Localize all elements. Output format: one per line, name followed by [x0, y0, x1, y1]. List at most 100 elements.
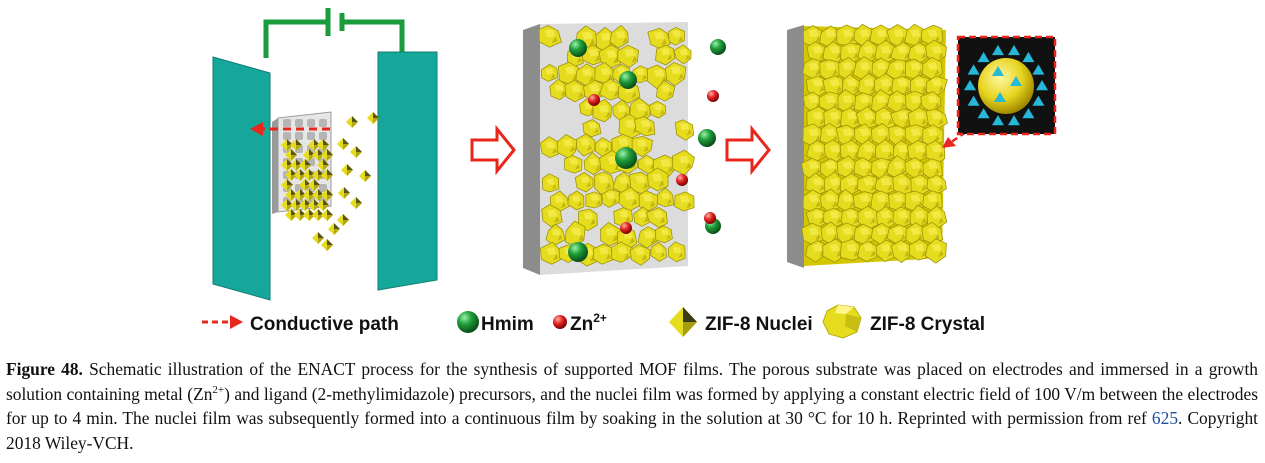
crystal-block: [629, 244, 651, 266]
figure-caption: Figure 48. Schematic illustration of the…: [6, 357, 1258, 455]
legend-conductive-path: Conductive path: [202, 314, 399, 335]
legend-hmim-label: Hmim: [481, 314, 534, 335]
legend-zn-label: Zn: [570, 314, 593, 335]
crystal-block: [668, 26, 685, 46]
crystal-block: [583, 152, 603, 176]
nucleus-octahedron: [312, 232, 324, 244]
crystal-block: [539, 241, 562, 265]
circuit-wire: [263, 19, 405, 58]
nucleus-octahedron: [337, 138, 349, 150]
crystal-block: [599, 78, 623, 101]
crystal-block: [655, 80, 676, 102]
nucleus-octahedron: [350, 197, 362, 209]
substrate-side-3: [787, 25, 804, 268]
nucleus-octahedron: [317, 199, 329, 211]
panel-electrodes: [212, 8, 438, 301]
free-nuclei: [312, 112, 379, 251]
zn-sphere: [707, 90, 719, 102]
hmim-sphere-icon: [457, 311, 479, 333]
crystal-block: [585, 191, 602, 209]
crystal-block: [567, 190, 585, 211]
crystal-block: [664, 61, 687, 87]
crystal-block: [875, 139, 895, 162]
continuous-crystals: [800, 23, 948, 264]
crystal-block: [655, 225, 673, 244]
crystal-block: [920, 91, 942, 113]
crystal-block: [853, 157, 875, 179]
nucleus-octahedron: [290, 139, 302, 151]
nucleus-octahedron: [299, 159, 311, 171]
nucleus-octahedron: [317, 159, 329, 171]
crystal-block: [921, 24, 943, 47]
legend-crystal-label: ZIF-8 Crystal: [870, 314, 985, 335]
crystal-block: [667, 241, 686, 263]
crystal-block: [645, 207, 668, 228]
process-arrow-2: [725, 124, 771, 176]
caption-text-2: ) and ligand (2-methylimidazole) precurs…: [6, 383, 1258, 429]
crystal-block: [638, 154, 658, 175]
crystal-block: [538, 25, 562, 48]
crystal-block: [648, 100, 666, 119]
legend-zn-charge: 2+: [593, 311, 607, 325]
inset-magnified: [956, 35, 1057, 136]
nuclei-octahedron-icon: [669, 307, 697, 337]
crystal-block: [886, 90, 909, 115]
crystal-block: [839, 238, 862, 261]
nucleus-octahedron: [359, 170, 371, 182]
nucleus-octahedron: [346, 116, 358, 128]
crystal-block: [907, 107, 932, 131]
nuclei-crystals: [538, 24, 695, 267]
nucleus-octahedron: [341, 164, 353, 176]
crystal-block: [629, 97, 651, 123]
crystal-block: [886, 59, 910, 81]
caption-text-3: . Copyright 2018 Wiley-VCH.: [6, 408, 1258, 453]
crystal-block: [802, 25, 823, 48]
crystal-sphere: [978, 58, 1034, 114]
crystal-block: [609, 24, 629, 49]
crystal-block: [875, 239, 896, 263]
caption-ref-link[interactable]: 625: [1151, 408, 1179, 428]
zn-sphere: [620, 222, 632, 234]
caption-sup: 2+: [212, 383, 225, 396]
process-arrow-1: [470, 124, 516, 176]
left-electrode: [212, 56, 271, 301]
crystal-block: [890, 108, 913, 129]
crystal-block: [541, 173, 560, 193]
nucleus-octahedron: [321, 209, 333, 221]
panel-nuclei-film: [523, 22, 726, 275]
nucleus-octahedron: [312, 169, 324, 181]
right-electrode: [377, 51, 438, 291]
hmim-sphere: [619, 71, 637, 89]
hmim-sphere: [568, 242, 588, 262]
nucleus-octahedron: [303, 149, 315, 161]
crystal-block: [905, 222, 927, 246]
crystal-block: [802, 58, 823, 80]
crystal-block: [857, 174, 878, 197]
caption-label: Figure 48.: [6, 359, 83, 379]
crystal-block: [819, 25, 842, 49]
crystal-block: [541, 204, 563, 228]
crystal-block: [890, 41, 913, 63]
nucleus-octahedron: [285, 189, 297, 201]
svg-text:Zn2+: Zn2+: [570, 311, 607, 335]
zn-sphere: [676, 174, 688, 186]
crystal-block: [890, 239, 913, 264]
zn-sphere: [588, 94, 600, 106]
crystal-block: [909, 238, 929, 261]
crystal-block: [638, 190, 659, 212]
figure: Conductive path Hmim Zn2+ ZIF-8 Nuclei Z: [202, 8, 1057, 339]
precursor-spheres: [568, 39, 726, 262]
crystal-block: [822, 75, 844, 96]
nucleus-octahedron: [281, 179, 293, 191]
nucleus-octahedron: [321, 189, 333, 201]
crystal-block: [673, 44, 692, 65]
nucleus-octahedron: [328, 223, 340, 235]
nucleus-octahedron: [338, 187, 350, 199]
crystal-block: [926, 174, 947, 195]
legend-crystal: ZIF-8 Crystal: [822, 304, 985, 339]
legend-conductive-path-label: Conductive path: [250, 314, 399, 335]
crystal-block: [564, 154, 583, 174]
crystal-block: [926, 205, 948, 231]
crystal-block: [656, 187, 675, 208]
crystal-block: [601, 188, 620, 208]
